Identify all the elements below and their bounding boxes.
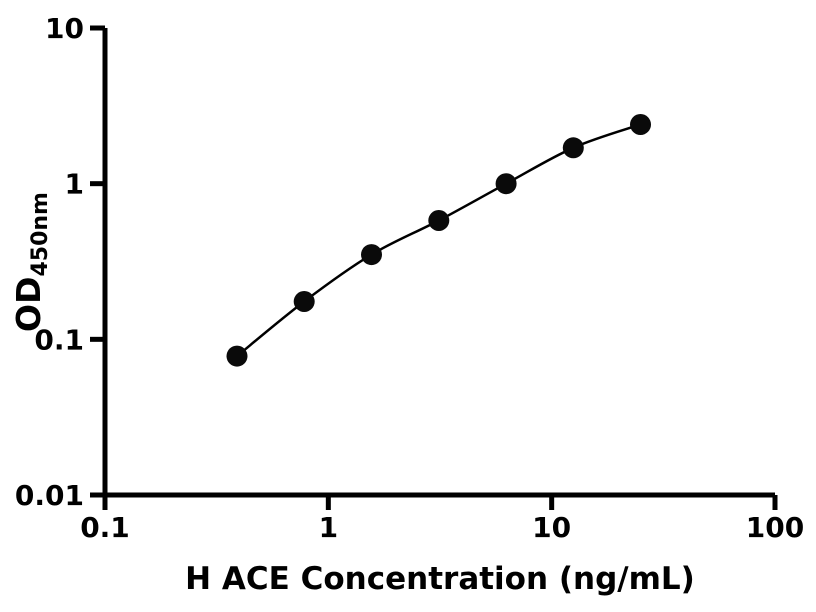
- data-point: [293, 291, 315, 312]
- data-point: [630, 114, 651, 135]
- y-axis-label-main: OD: [9, 277, 48, 332]
- data-point: [226, 345, 248, 367]
- y-tick-label: 10: [45, 12, 84, 45]
- data-point: [562, 137, 584, 159]
- x-tick-label: 0.1: [80, 511, 130, 544]
- y-axis-label: OD450nm: [9, 192, 53, 332]
- x-tick-label: 100: [746, 511, 804, 544]
- data-point: [428, 210, 450, 231]
- curve-line: [236, 123, 641, 358]
- data-point: [361, 244, 382, 266]
- axis-spines: [102, 28, 775, 498]
- data-point: [495, 173, 517, 195]
- data-series: [226, 114, 651, 367]
- y-tick-label: 1: [65, 168, 84, 201]
- y-axis-label-subscript: 450nm: [28, 192, 53, 277]
- x-axis-label: H ACE Concentration (ng/mL): [185, 561, 695, 597]
- x-tick-label: 10: [532, 511, 571, 544]
- y-tick-label: 0.01: [15, 479, 84, 512]
- x-tick-label: 1: [319, 511, 338, 544]
- y-tick-label: 0.1: [34, 323, 84, 356]
